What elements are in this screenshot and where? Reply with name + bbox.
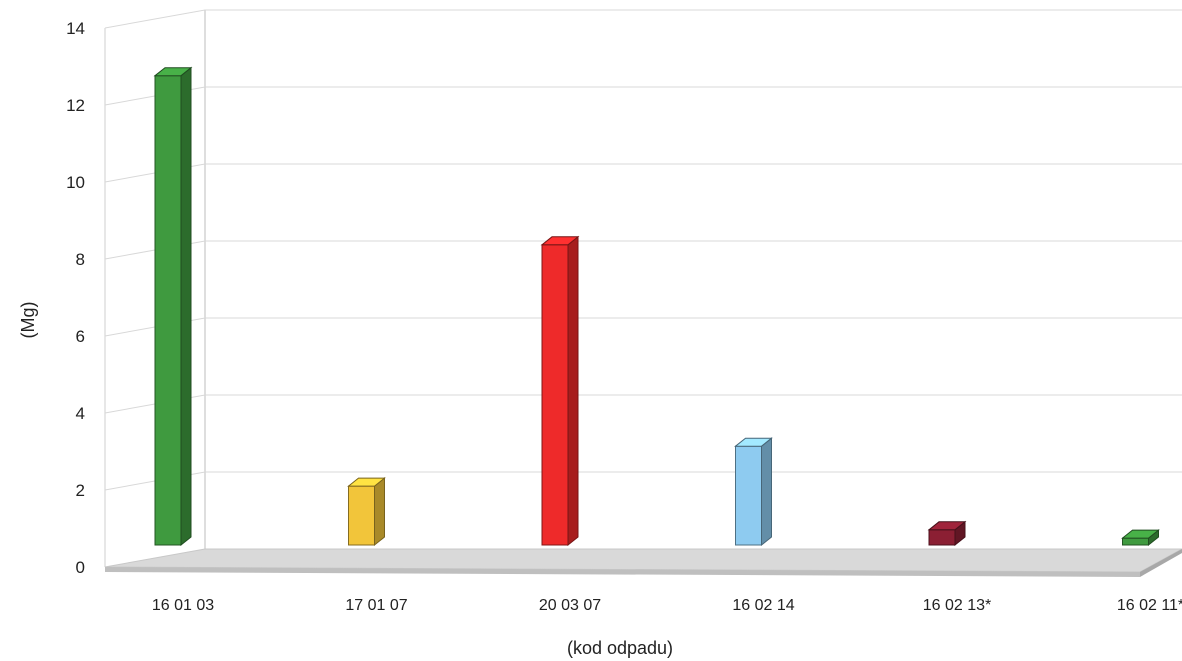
gridline (104, 317, 1182, 337)
bar-top (734, 437, 773, 447)
y-axis: 0 2 4 6 8 10 12 14 (66, 19, 85, 577)
x-tick-label: 16 02 11* (1117, 597, 1182, 614)
floor-side (1140, 549, 1182, 577)
bar-front (348, 485, 375, 546)
y-tick-label: 4 (76, 404, 85, 423)
y-tick-label: 0 (76, 558, 85, 577)
bar (153, 66, 193, 547)
floor (104, 548, 1182, 577)
bar-front (735, 445, 762, 546)
gridline (104, 240, 1182, 260)
y-tick-label: 8 (76, 250, 85, 269)
back-wall (104, 10, 206, 567)
x-tick-labels: 16 01 03 17 01 07 20 03 07 16 02 14 16 02 13… (152, 597, 1182, 614)
y-tick-label: 12 (66, 96, 85, 115)
bar-front (1122, 537, 1149, 546)
x-tick-label: 20 03 07 (539, 597, 601, 614)
gridline (104, 471, 1182, 491)
floor-edge (105, 567, 1140, 577)
bar-side (180, 66, 192, 547)
floor-top (104, 548, 1182, 573)
y-tick-label: 10 (66, 173, 85, 192)
x-tick-label: 16 02 13* (923, 597, 992, 614)
bar (927, 520, 967, 547)
bar-front (541, 244, 569, 546)
x-tick-label: 16 02 14 (732, 597, 794, 614)
x-tick-label: 16 01 03 (152, 597, 214, 614)
bar (540, 235, 580, 547)
x-axis-title: (kod odpadu) (567, 638, 673, 658)
y-tick-label: 6 (76, 327, 85, 346)
bar-top (540, 236, 580, 246)
bar-top (347, 477, 386, 487)
bar (347, 477, 386, 547)
bar-side (374, 477, 385, 547)
bar-front (928, 529, 956, 546)
y-axis-title: (Mg) (18, 302, 38, 339)
bar-front (154, 75, 182, 546)
gridline (104, 394, 1182, 414)
bar-top (1121, 529, 1160, 539)
bar-side (761, 437, 772, 547)
bar-side (567, 235, 579, 547)
y-tick-label: 2 (76, 481, 85, 500)
gridline (104, 163, 1182, 183)
gridline (104, 9, 1182, 29)
bar-top (153, 67, 193, 77)
bars (153, 66, 1160, 547)
bar (734, 437, 773, 547)
bar-top (927, 521, 967, 531)
y-tick-label: 14 (66, 19, 85, 38)
x-tick-label: 17 01 07 (345, 597, 407, 614)
gridline (104, 86, 1182, 106)
gridlines (104, 9, 1182, 491)
bar (1121, 529, 1160, 547)
